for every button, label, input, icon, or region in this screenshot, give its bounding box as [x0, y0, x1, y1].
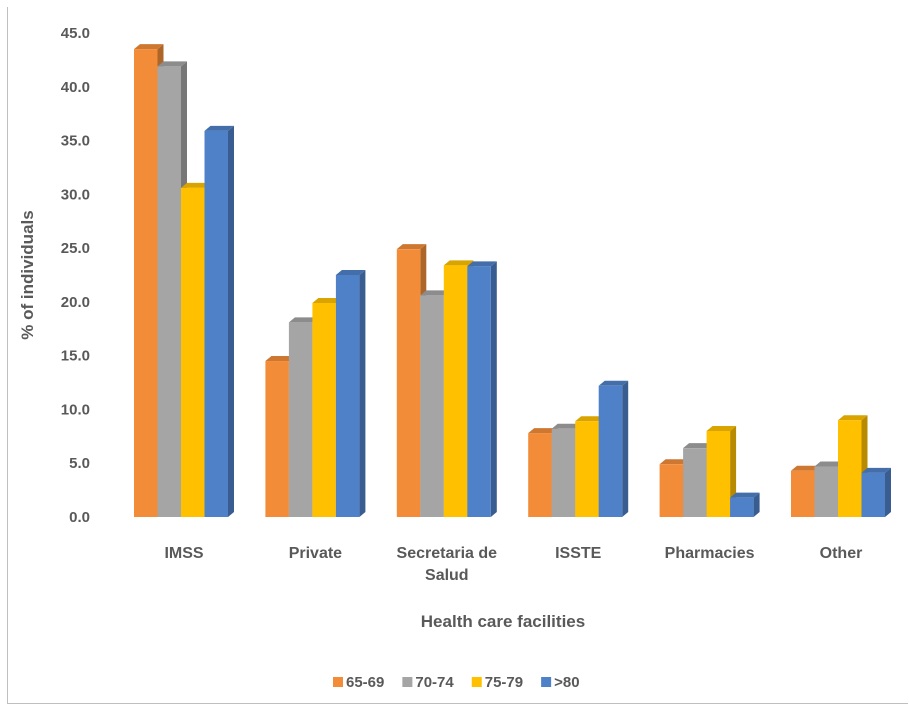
- bar-side: [359, 270, 366, 517]
- bar-side: [753, 492, 760, 517]
- legend-label: 70-74: [415, 674, 454, 691]
- bar: [204, 125, 234, 518]
- x-category-label: Private: [289, 545, 342, 562]
- bar-top: [861, 467, 891, 473]
- x-axis-title: Health care facilities: [421, 612, 585, 631]
- bar-top: [157, 61, 187, 67]
- legend-swatch: [471, 677, 482, 687]
- x-axis-categories: IMSS Private Secretaria de Salud ISSTE Pharma…: [164, 545, 862, 584]
- bar-front: [814, 466, 838, 517]
- y-axis-title: % of individuals: [18, 210, 37, 339]
- legend-label: >80: [554, 674, 579, 691]
- legend-label: 75-79: [485, 674, 523, 691]
- legend-swatch: [541, 677, 552, 687]
- bar-front: [551, 428, 576, 517]
- y-tick-label: 30.0: [61, 186, 90, 203]
- legend-swatch: [333, 677, 343, 687]
- bar-front: [181, 187, 205, 517]
- bar: [730, 492, 760, 517]
- bar-front: [204, 130, 228, 517]
- bar-top: [265, 356, 295, 362]
- bar-front: [598, 385, 623, 517]
- bar-side: [490, 261, 497, 517]
- bar: [467, 261, 497, 517]
- bar: [706, 425, 737, 517]
- bar-top: [443, 260, 474, 266]
- bar-top: [659, 459, 690, 465]
- bar-front: [528, 433, 552, 517]
- bar-side: [622, 380, 629, 517]
- bar-front: [396, 249, 421, 518]
- bar-front: [134, 49, 158, 518]
- bar: [335, 270, 366, 517]
- bar-top: [706, 425, 737, 431]
- bar-front: [575, 421, 599, 517]
- bar-front: [683, 448, 707, 517]
- bar-top: [598, 380, 629, 386]
- y-tick-label: 25.0: [61, 240, 90, 257]
- bar-top: [838, 415, 868, 421]
- bar-top: [396, 244, 427, 250]
- y-axis-ticks: 0.0 5.0 10.0 15.0 20.0 25.0 30.0 35.0 40.0 45.0: [61, 25, 90, 526]
- bar-front: [420, 295, 444, 517]
- y-tick-label: 15.0: [61, 348, 90, 365]
- legend: 65-69 70-74 75-79 >80: [333, 674, 580, 691]
- bar-top: [791, 465, 821, 471]
- bar-front: [791, 470, 815, 517]
- bar-front: [659, 464, 684, 517]
- bar-series: [134, 44, 891, 518]
- y-tick-label: 0.0: [69, 509, 90, 526]
- bar-front: [157, 66, 181, 517]
- y-tick-label: 5.0: [69, 455, 90, 472]
- bar-front: [312, 302, 336, 517]
- bar-top: [467, 261, 497, 267]
- legend-swatch: [402, 677, 413, 687]
- bar-front: [265, 361, 289, 517]
- bar-top: [814, 461, 844, 467]
- bar-side: [228, 125, 234, 518]
- y-tick-label: 10.0: [61, 401, 90, 418]
- bar-top: [312, 297, 342, 303]
- bar-side: [885, 467, 891, 517]
- bar-top: [551, 423, 582, 429]
- x-category-label: Other: [820, 545, 863, 562]
- bar-front: [838, 420, 862, 517]
- bar-top: [134, 44, 164, 50]
- bar-front: [730, 497, 754, 517]
- bar-front: [443, 265, 468, 517]
- bar-front: [335, 275, 360, 517]
- bar-top: [683, 443, 713, 449]
- legend-label: 65-69: [346, 674, 384, 691]
- bar: [598, 380, 629, 517]
- x-category-label: IMSS: [164, 545, 203, 562]
- bar-top: [288, 317, 319, 323]
- y-tick-label: 35.0: [61, 133, 90, 150]
- bar-front: [288, 322, 313, 517]
- bar-top: [181, 182, 211, 188]
- bar-top: [204, 125, 234, 131]
- bar-top: [335, 270, 366, 275]
- y-tick-label: 20.0: [61, 294, 90, 311]
- y-tick-label: 45.0: [61, 25, 90, 42]
- bar-top: [575, 416, 605, 422]
- bar-top: [528, 428, 558, 434]
- x-category-label: Pharmacies: [665, 545, 755, 562]
- x-category-label: Secretaria de Salud: [397, 545, 498, 584]
- bar-front: [706, 430, 731, 517]
- chart-frame: [7, 7, 908, 704]
- x-category-label: ISSTE: [555, 545, 602, 562]
- y-tick-label: 40.0: [61, 79, 90, 96]
- bar-top: [730, 492, 760, 498]
- bar-front: [467, 266, 491, 517]
- bar-top: [420, 290, 450, 296]
- bar-front: [861, 472, 885, 517]
- bar: [861, 467, 891, 517]
